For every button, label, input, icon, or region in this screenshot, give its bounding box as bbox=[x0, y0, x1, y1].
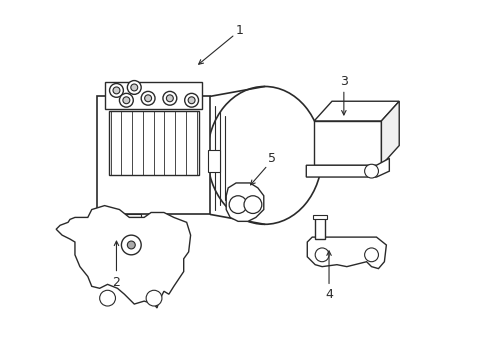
Polygon shape bbox=[314, 101, 398, 121]
Circle shape bbox=[163, 91, 177, 105]
Text: 2: 2 bbox=[112, 276, 120, 289]
Bar bbox=[313, 215, 326, 219]
Text: 3: 3 bbox=[339, 75, 347, 88]
Bar bbox=[104, 82, 202, 109]
Circle shape bbox=[122, 97, 129, 104]
Circle shape bbox=[113, 87, 120, 94]
Polygon shape bbox=[226, 183, 263, 221]
Polygon shape bbox=[381, 101, 398, 165]
Circle shape bbox=[364, 164, 378, 178]
Circle shape bbox=[100, 290, 115, 306]
Bar bbox=[315, 217, 325, 239]
Bar bbox=[121, 215, 141, 222]
Circle shape bbox=[184, 93, 198, 107]
Circle shape bbox=[144, 95, 151, 102]
Bar bbox=[314, 121, 381, 165]
Bar bbox=[97, 96, 210, 215]
Text: 4: 4 bbox=[325, 288, 332, 301]
Text: 5: 5 bbox=[267, 152, 275, 165]
Circle shape bbox=[229, 196, 246, 213]
Circle shape bbox=[166, 95, 173, 102]
Polygon shape bbox=[306, 237, 386, 269]
Circle shape bbox=[130, 84, 138, 91]
Text: 1: 1 bbox=[236, 24, 244, 37]
Polygon shape bbox=[56, 206, 190, 308]
Circle shape bbox=[146, 290, 162, 306]
Bar bbox=[108, 111, 198, 175]
Circle shape bbox=[315, 248, 328, 262]
Bar bbox=[208, 150, 220, 172]
Circle shape bbox=[127, 241, 135, 249]
Circle shape bbox=[127, 81, 141, 94]
Circle shape bbox=[109, 84, 123, 97]
Circle shape bbox=[119, 93, 133, 107]
Circle shape bbox=[364, 248, 378, 262]
Circle shape bbox=[141, 91, 155, 105]
Circle shape bbox=[121, 235, 141, 255]
Circle shape bbox=[188, 97, 195, 104]
Circle shape bbox=[244, 196, 261, 213]
Ellipse shape bbox=[207, 86, 322, 224]
Polygon shape bbox=[305, 158, 388, 177]
